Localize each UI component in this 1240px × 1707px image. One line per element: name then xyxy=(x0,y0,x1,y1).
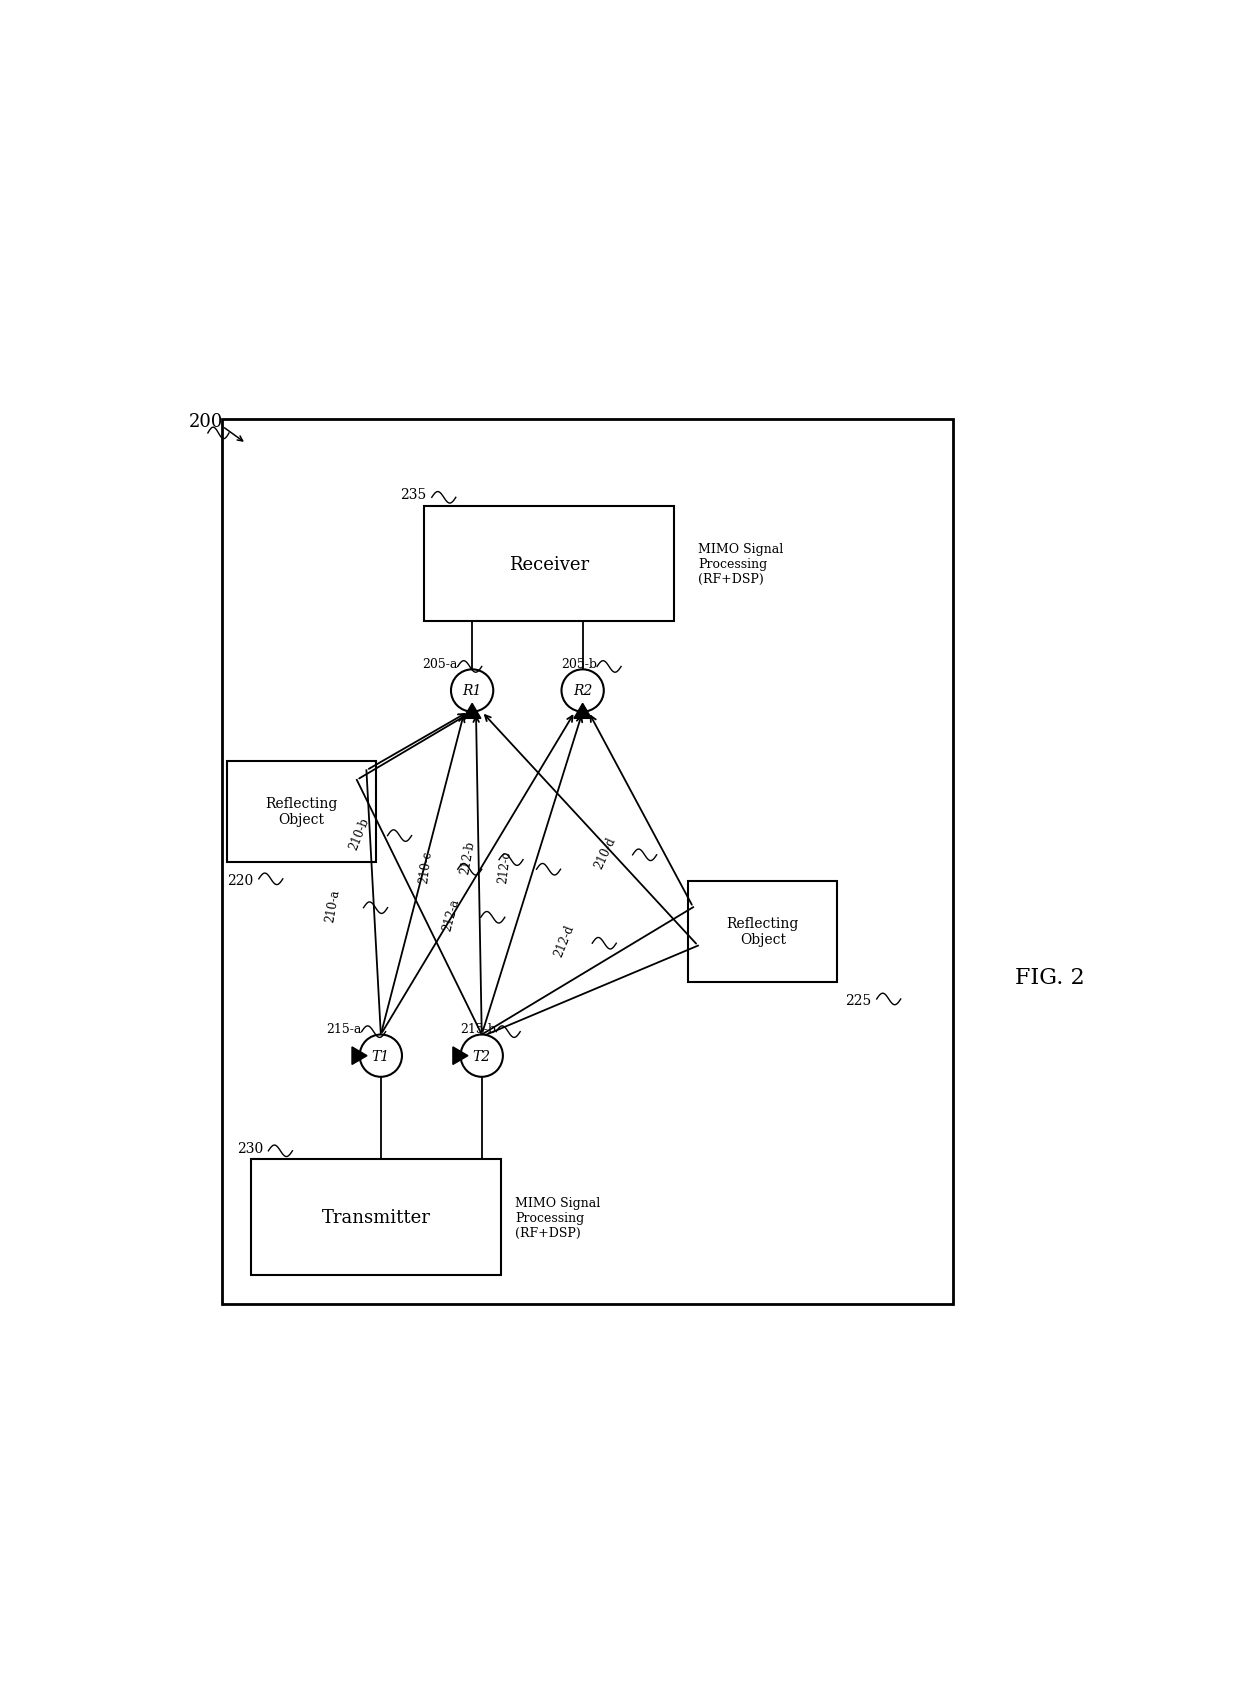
Circle shape xyxy=(360,1034,402,1077)
Bar xyxy=(688,881,837,982)
Text: FIG. 2: FIG. 2 xyxy=(1016,966,1085,988)
Text: 220: 220 xyxy=(227,874,253,888)
Text: 212-c: 212-c xyxy=(496,850,513,884)
Circle shape xyxy=(562,669,604,712)
Text: 215-b: 215-b xyxy=(460,1022,496,1036)
Polygon shape xyxy=(453,1048,467,1065)
Text: 200: 200 xyxy=(188,413,223,430)
Bar xyxy=(222,420,952,1304)
Bar xyxy=(250,1159,501,1275)
Text: 205-b: 205-b xyxy=(562,657,598,671)
Text: T2: T2 xyxy=(472,1050,491,1063)
Text: R2: R2 xyxy=(573,685,593,698)
Text: MIMO Signal
Processing
(RF+DSP): MIMO Signal Processing (RF+DSP) xyxy=(516,1197,600,1239)
Text: 225: 225 xyxy=(844,993,872,1007)
Circle shape xyxy=(460,1034,503,1077)
Text: 210-d: 210-d xyxy=(593,835,619,871)
Polygon shape xyxy=(574,703,591,719)
Text: 210-b: 210-b xyxy=(347,816,372,852)
Text: MIMO Signal
Processing
(RF+DSP): MIMO Signal Processing (RF+DSP) xyxy=(698,543,784,586)
Circle shape xyxy=(451,669,494,712)
Text: Reflecting
Object: Reflecting Object xyxy=(265,797,337,826)
Polygon shape xyxy=(464,703,481,719)
Polygon shape xyxy=(352,1048,367,1065)
Bar xyxy=(227,761,376,862)
Text: Transmitter: Transmitter xyxy=(321,1209,430,1226)
Bar xyxy=(424,507,675,621)
Text: 212-a: 212-a xyxy=(440,898,461,932)
Text: 230: 230 xyxy=(237,1142,263,1156)
Text: 205-a: 205-a xyxy=(422,657,458,671)
Text: Reflecting
Object: Reflecting Object xyxy=(727,917,799,947)
Text: R1: R1 xyxy=(463,685,482,698)
Text: 210-a: 210-a xyxy=(324,888,342,923)
Text: Receiver: Receiver xyxy=(508,555,589,574)
Text: 235: 235 xyxy=(401,488,427,502)
Text: 212-d: 212-d xyxy=(552,923,577,959)
Text: 212-b: 212-b xyxy=(459,840,477,876)
Text: 210-c: 210-c xyxy=(418,850,434,884)
Text: T1: T1 xyxy=(372,1050,389,1063)
Text: 215-a: 215-a xyxy=(326,1022,361,1036)
